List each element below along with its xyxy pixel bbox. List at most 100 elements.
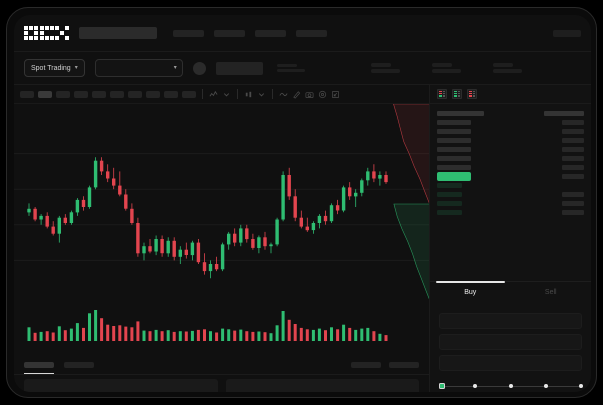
indicator-icon[interactable] (209, 90, 218, 99)
camera-icon[interactable] (305, 90, 314, 99)
order-book-ask-row[interactable] (437, 154, 584, 163)
chevron-down-icon[interactable] (222, 90, 231, 99)
col-price (544, 111, 584, 116)
timeframe-button[interactable] (20, 90, 34, 98)
amount-percent-slider[interactable] (439, 381, 583, 391)
okx-logo-glyph (39, 26, 54, 40)
stat-value (370, 69, 400, 74)
stat-value (431, 69, 461, 74)
timeframe-button-active[interactable] (38, 90, 52, 98)
timeframe-button[interactable] (92, 90, 106, 98)
ticker-bar: Spot Trading ▾ ▾ (14, 52, 591, 85)
slider-stop[interactable] (472, 384, 477, 388)
stat-24h-low (431, 62, 461, 74)
okx-logo-glyph (55, 26, 69, 40)
timeframe-button[interactable] (74, 90, 88, 98)
timeframe-button[interactable] (164, 90, 178, 98)
orderbook-bids-icon[interactable] (452, 89, 462, 99)
order-book-bid-row[interactable] (437, 199, 584, 208)
active-tab-underline (24, 372, 54, 374)
timeframe-button[interactable] (110, 90, 124, 98)
tab-buy-label: Buy (464, 289, 477, 296)
orders-actions (351, 361, 419, 368)
orderbook-asks-icon[interactable] (467, 89, 477, 99)
stat-label (431, 62, 452, 67)
order-book-ask-row[interactable] (437, 136, 584, 145)
drawing-icon[interactable] (292, 90, 301, 99)
order-book-panel: Buy Sell (429, 85, 591, 392)
trendline-icon[interactable] (279, 90, 288, 99)
search-input[interactable] (79, 27, 157, 39)
volume-chart (14, 304, 429, 351)
active-tab-indicator (436, 281, 505, 283)
fullscreen-icon[interactable] (331, 90, 340, 99)
tab-buy[interactable]: Buy (430, 281, 511, 303)
slider-handle[interactable] (439, 383, 445, 389)
stat-label (492, 62, 513, 67)
buy-sell-tabs: Buy Sell (430, 281, 591, 303)
tab-sell-label: Sell (544, 289, 557, 296)
order-book-ask-row[interactable] (437, 163, 584, 172)
orders-tabs (14, 355, 429, 375)
tab-label (24, 361, 54, 368)
price-chart[interactable] (14, 104, 429, 304)
chart-toolbar (14, 85, 429, 104)
slider-stop[interactable] (544, 384, 549, 388)
trading-pair-select[interactable]: ▾ (94, 59, 183, 77)
chevron-down-icon: ▾ (74, 65, 78, 71)
market-mode-dropdown[interactable]: Spot Trading ▾ (24, 59, 85, 77)
orderbook-both-icon[interactable] (437, 89, 447, 99)
order-amount-field[interactable] (439, 334, 582, 350)
chart-type-icon[interactable] (244, 90, 253, 99)
order-book-bid-row[interactable] (437, 208, 584, 217)
order-book-header (437, 109, 584, 118)
chevron-down-icon: ▾ (173, 65, 177, 71)
order-total-field[interactable] (439, 355, 582, 371)
tab-open-orders[interactable] (24, 361, 54, 374)
nav-item-account[interactable] (553, 29, 581, 37)
order-book-ask-row[interactable] (437, 118, 584, 127)
bottom-action-2[interactable] (389, 361, 419, 368)
timeframe-button[interactable] (182, 90, 196, 98)
col-qty (437, 111, 484, 116)
device-frame: Spot Trading ▾ ▾ (6, 7, 597, 398)
assets-panel[interactable] (225, 379, 419, 392)
order-form (430, 307, 591, 376)
nav-item-earn[interactable] (255, 29, 286, 37)
candlestick-svg (14, 153, 429, 279)
slider-stop[interactable] (578, 384, 583, 388)
stat-24h-volume (492, 62, 522, 74)
top-navigation-bar (14, 15, 591, 52)
chevron-down-icon[interactable] (257, 90, 266, 99)
depth-chart (388, 104, 432, 304)
toolbar-divider (237, 89, 238, 99)
okx-logo-glyph (24, 26, 38, 40)
bottom-panels (14, 379, 429, 392)
nav-item-markets[interactable] (173, 29, 204, 37)
nav-item-trade[interactable] (214, 29, 245, 37)
order-book-bid-row[interactable] (437, 190, 584, 199)
slider-stop[interactable] (508, 384, 513, 388)
order-price-field[interactable] (439, 313, 582, 329)
stat-value (276, 69, 305, 73)
order-book-rows[interactable] (430, 104, 591, 278)
market-mode-label: Spot Trading (31, 64, 71, 72)
order-book-ask-row[interactable] (437, 127, 584, 136)
orders-table-panel[interactable] (24, 379, 218, 392)
okx-logo[interactable] (24, 26, 69, 40)
volume-svg (27, 310, 388, 341)
timeframe-button[interactable] (146, 90, 160, 98)
settings-icon[interactable] (318, 90, 327, 99)
stat-24h-change (276, 63, 305, 73)
nav-item-more[interactable] (296, 29, 327, 37)
order-book-ask-row[interactable] (437, 145, 584, 154)
depth-chart-svg (393, 104, 432, 304)
stat-value (492, 69, 522, 74)
tab-sell[interactable]: Sell (511, 282, 592, 303)
timeframe-button[interactable] (56, 90, 70, 98)
order-book-bid-row[interactable] (437, 181, 584, 190)
bottom-action-1[interactable] (351, 361, 381, 368)
timeframe-button[interactable] (128, 90, 142, 98)
app-screen: Spot Trading ▾ ▾ (14, 15, 591, 392)
tab-order-history[interactable] (64, 361, 94, 368)
